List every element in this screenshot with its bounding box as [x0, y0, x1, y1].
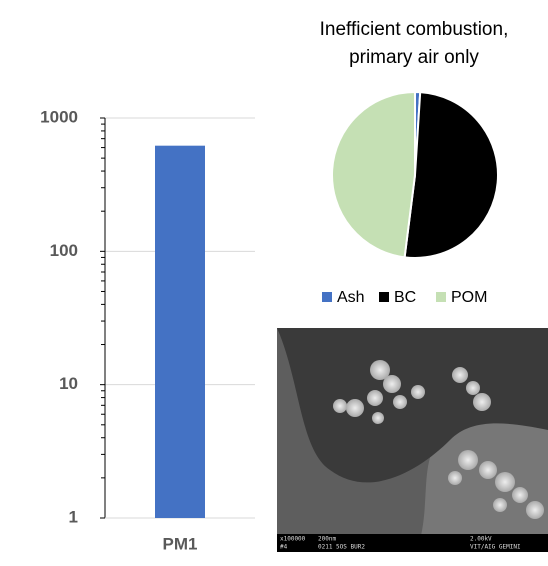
particles [333, 360, 544, 519]
bar [155, 145, 205, 519]
y-tick-label: 1 [69, 507, 78, 526]
sem-caption: 0211 5OS BUR2 [318, 544, 365, 551]
legend-label: POM [451, 289, 487, 306]
sem-caption: x100000 [280, 536, 306, 543]
sem-hole [277, 328, 548, 483]
sem-caption: 200nm [318, 536, 336, 543]
sem-caption-bar [277, 534, 548, 552]
y-tick-label: 1000 [40, 107, 78, 126]
pie-slice [403, 91, 499, 259]
legend-swatch [322, 292, 332, 302]
pie-slice [331, 90, 416, 259]
legend-swatch [436, 292, 446, 302]
sem-caption: 2.00kV [470, 536, 492, 543]
pie-title: primary air only [349, 47, 479, 68]
sem-caption: #4 [280, 544, 288, 551]
legend-swatch [379, 292, 389, 302]
x-tick-label: PM1 [163, 534, 198, 553]
sem-image: x100000 #4 200nm 0211 5OS BUR2 2.00kV VI… [277, 328, 548, 552]
pie-title: Inefficient combustion, [320, 19, 509, 40]
y-tick-label: 10 [59, 374, 78, 393]
sem-caption: VIT/AIG GEMINI [470, 544, 521, 551]
legend-label: BC [394, 289, 416, 306]
y-tick-label: 100 [50, 241, 78, 260]
legend-label: Ash [337, 289, 365, 306]
